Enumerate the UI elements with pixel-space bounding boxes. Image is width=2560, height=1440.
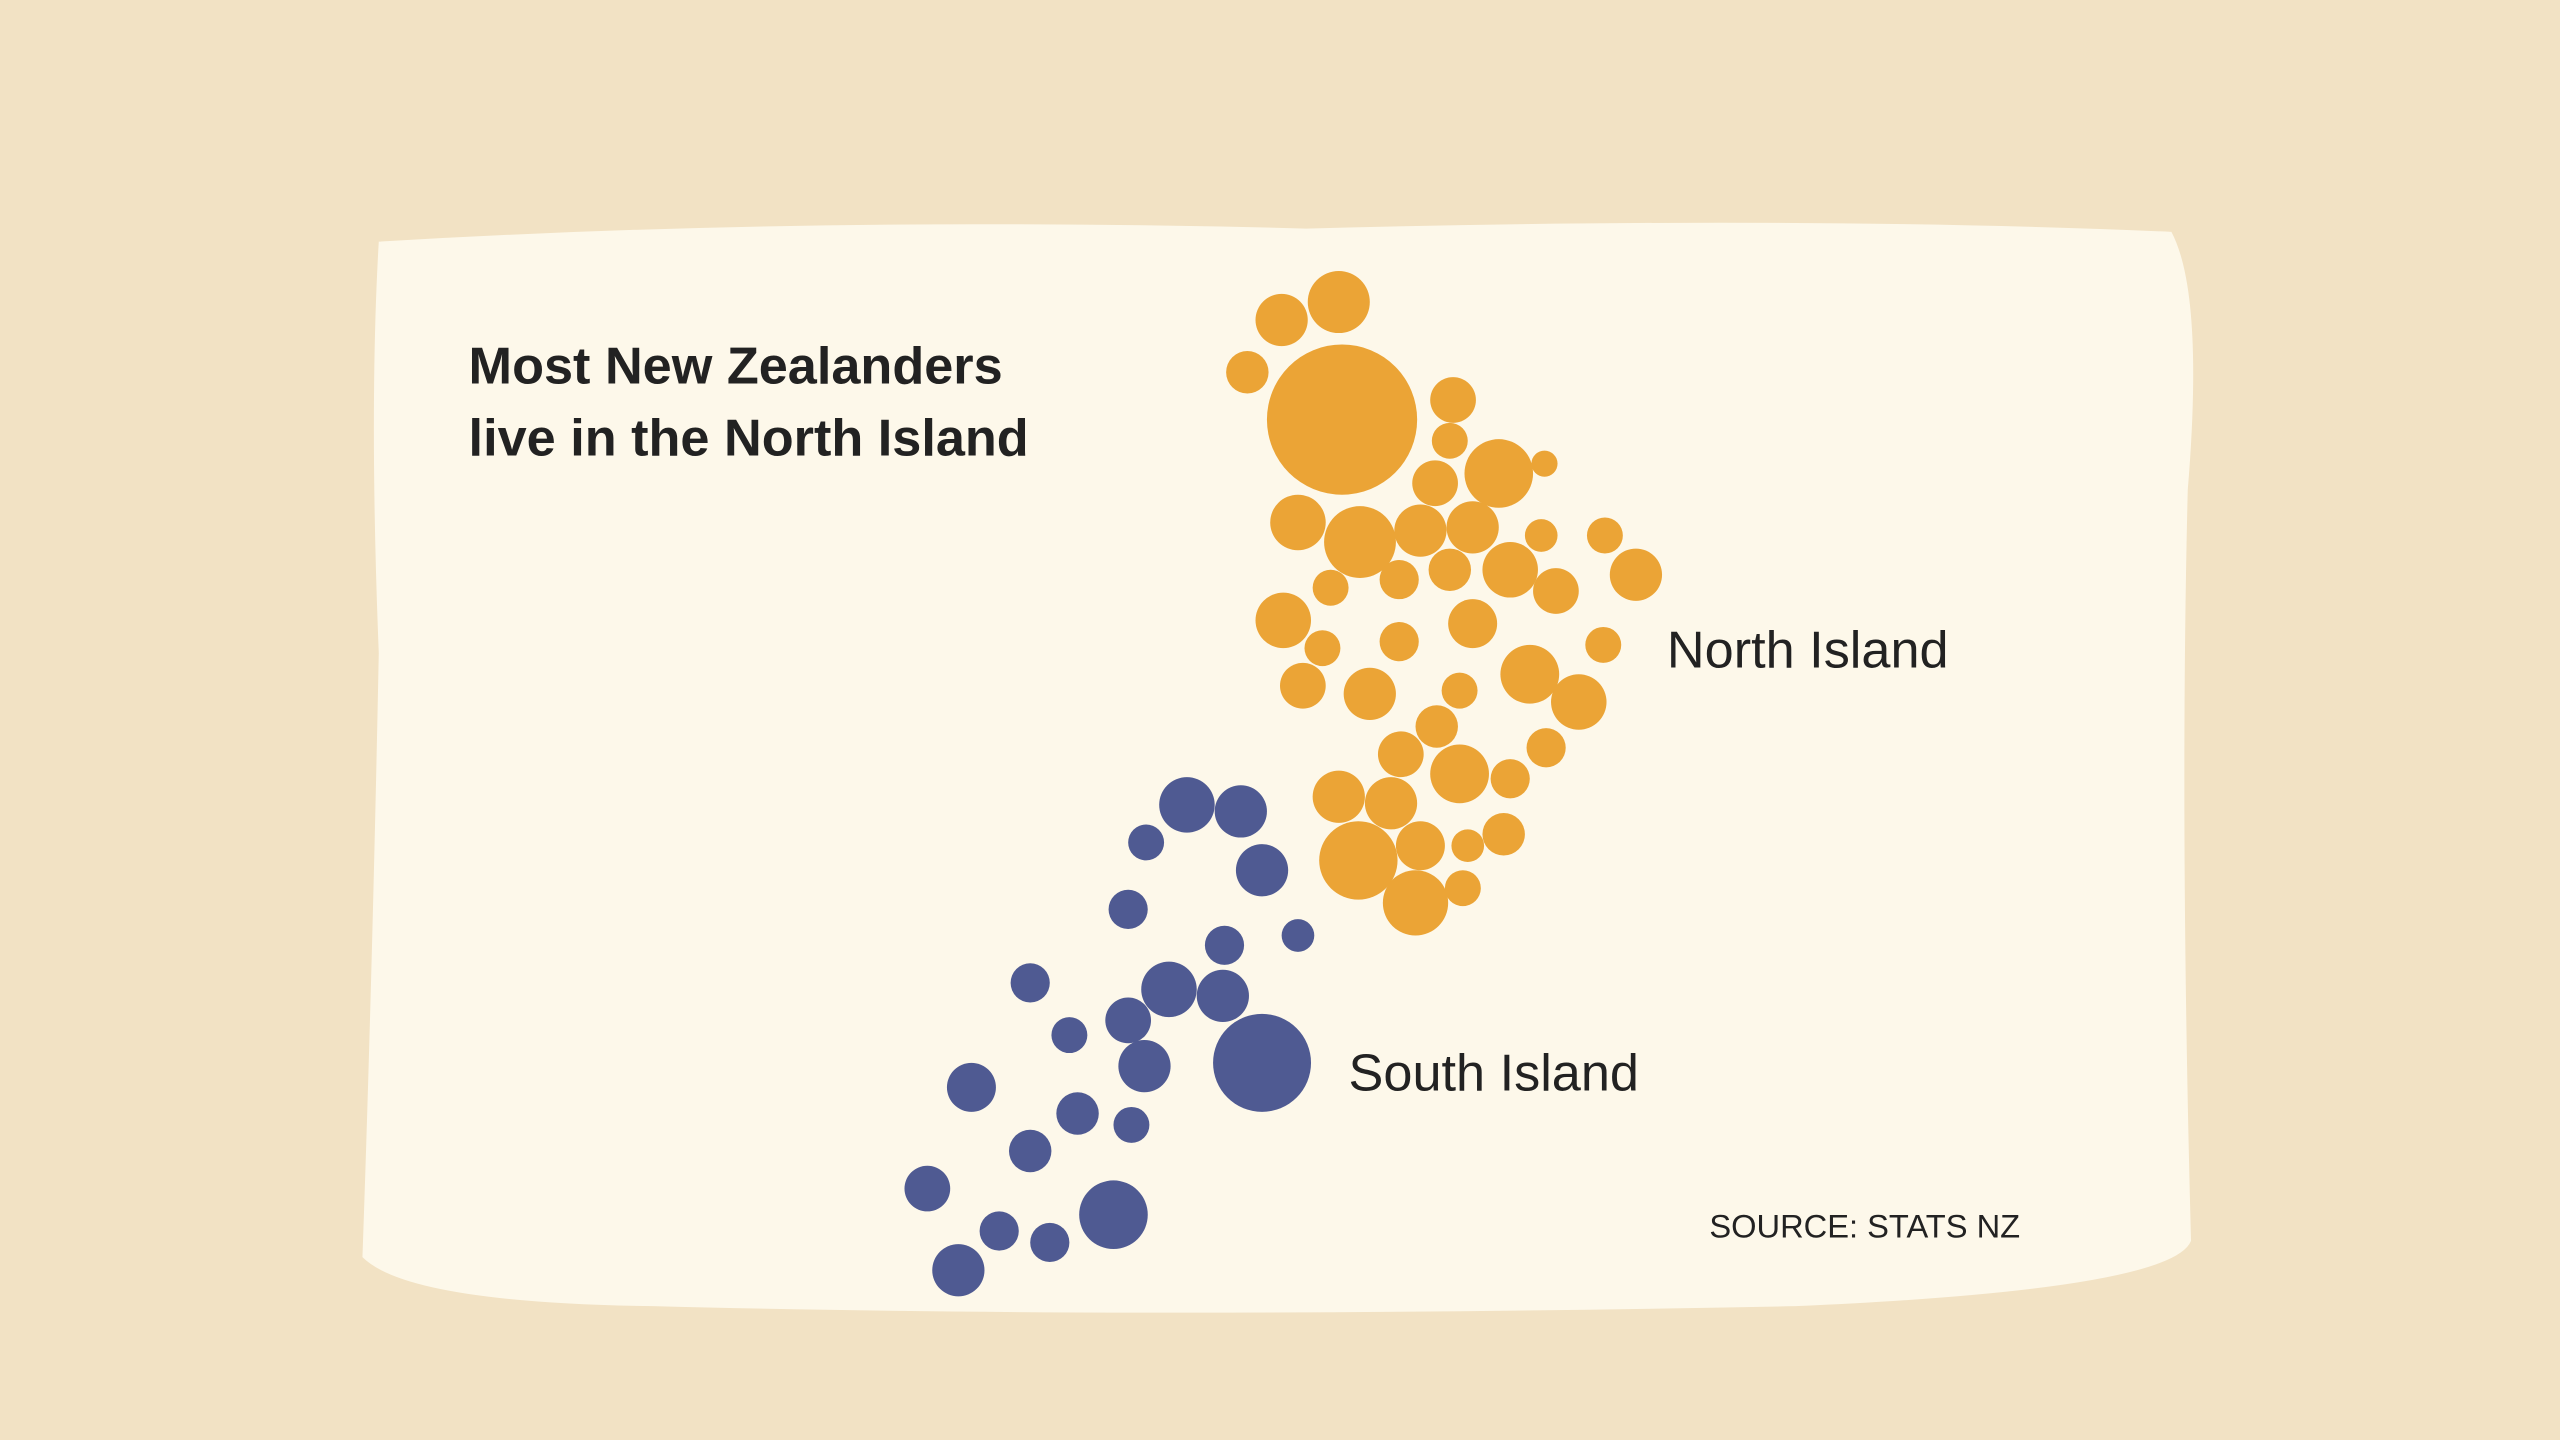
bubble	[1444, 870, 1481, 907]
south-island-bubbles	[904, 777, 1315, 1297]
bubble	[1319, 821, 1398, 900]
bubble	[1377, 731, 1424, 778]
bubble	[1412, 460, 1458, 507]
bubble	[1430, 377, 1476, 423]
bubble	[1428, 548, 1472, 592]
bubble	[904, 1165, 951, 1212]
bubble	[1118, 1040, 1171, 1093]
bubble	[1415, 705, 1458, 748]
bubble	[1141, 961, 1197, 1018]
bubble	[1255, 592, 1312, 649]
bubble	[1551, 674, 1607, 730]
bubble	[1079, 1180, 1148, 1249]
bubble	[1448, 599, 1498, 649]
bubble	[1441, 672, 1478, 709]
bubble	[946, 1062, 996, 1112]
bubble	[1464, 439, 1534, 508]
bubble	[1482, 813, 1525, 856]
bubble	[1226, 351, 1269, 394]
bubble	[1526, 728, 1566, 768]
bubble	[1008, 1129, 1052, 1173]
bubble	[1010, 963, 1050, 1003]
bubble	[1324, 506, 1396, 578]
south-label: South Island	[1349, 1045, 1639, 1103]
bubble	[1343, 667, 1396, 720]
bubble	[1430, 744, 1489, 804]
bubble	[1585, 626, 1622, 663]
bubble	[1280, 662, 1326, 709]
paper-panel	[362, 222, 2194, 1313]
bubble	[1270, 494, 1326, 551]
bubble	[1214, 785, 1267, 838]
bubble	[1431, 422, 1468, 459]
bubble	[1051, 1017, 1088, 1054]
source: SOURCE: STATS NZ	[1709, 1208, 2020, 1245]
bubble	[1446, 501, 1499, 554]
bubble	[1281, 919, 1315, 952]
bubble	[1304, 630, 1341, 667]
bubble	[1056, 1092, 1099, 1135]
bubble	[1609, 548, 1663, 601]
bubble	[1379, 622, 1419, 662]
bubble	[1312, 770, 1365, 823]
bubble	[1312, 569, 1349, 606]
bubble	[1382, 870, 1449, 936]
bubble	[1533, 568, 1579, 614]
bubble	[1586, 517, 1623, 554]
bubble	[1482, 542, 1538, 598]
title-line: live in the North Island	[469, 410, 1029, 468]
bubble	[1105, 997, 1152, 1044]
bubble	[1235, 844, 1289, 897]
bubble	[1213, 1013, 1312, 1112]
bubble	[1030, 1222, 1070, 1263]
bubble	[1500, 644, 1560, 704]
north-island-bubbles	[1226, 271, 1663, 936]
bubble	[1364, 777, 1418, 830]
bubble	[1379, 560, 1419, 600]
bubble	[1266, 344, 1418, 495]
bubble	[1128, 824, 1165, 861]
bubble	[1451, 829, 1485, 863]
bubble	[1394, 504, 1447, 557]
bubble	[932, 1244, 985, 1297]
bubble	[1159, 777, 1215, 833]
bubble	[1531, 450, 1558, 477]
title-line: Most New Zealanders	[469, 338, 1003, 396]
bubble	[1524, 519, 1558, 552]
bubble	[979, 1211, 1019, 1251]
bubble	[1196, 969, 1249, 1023]
bubble	[1490, 759, 1530, 799]
bubble	[1307, 271, 1370, 334]
bubble	[1395, 821, 1445, 871]
bubble	[1108, 889, 1148, 929]
bubble	[1255, 293, 1308, 347]
bubble	[1113, 1106, 1150, 1143]
bubble	[1204, 925, 1245, 965]
north-label: North Island	[1667, 622, 1949, 680]
